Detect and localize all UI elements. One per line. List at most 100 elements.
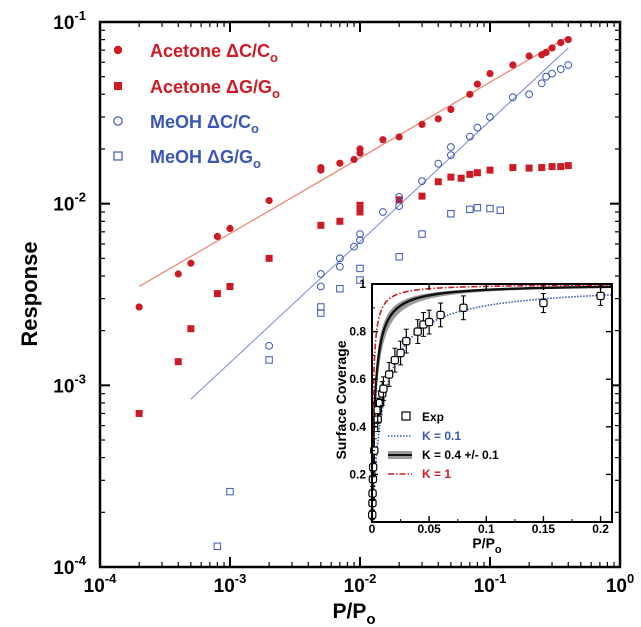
main-tick-labels: 10-4 10-3 10-2 10-1 100 10-4 10-3 10-2 10-1 (53, 8, 634, 597)
inset-exp-point (459, 295, 468, 321)
legend-marker-acetone-dg (114, 82, 122, 90)
inset-background (372, 284, 612, 522)
data-point (395, 192, 404, 201)
data-point (525, 90, 534, 99)
data-point (265, 341, 274, 350)
inset-exp-point (424, 309, 434, 335)
data-point (486, 113, 494, 121)
inset-x-tick-label: 0.1 (478, 522, 495, 536)
inset-y-axis-label: Surface Coverage (333, 340, 349, 459)
data-point (226, 487, 234, 496)
data-point (473, 169, 481, 177)
data-point (379, 136, 387, 144)
x-tick-label: 10-4 (84, 571, 117, 597)
inset-y-tick-label: 0.8 (349, 325, 366, 339)
legend-label-acetone-dg: Acetone ΔG/Go (150, 77, 280, 101)
data-point (548, 69, 556, 78)
data-point (509, 61, 517, 69)
inset-legend-marker-exp (401, 411, 411, 421)
data-point (395, 253, 403, 261)
data-point (564, 162, 572, 170)
inset-y-tick-label: 1 (359, 277, 366, 291)
data-point (213, 542, 222, 551)
main-y-axis-label: Response (17, 241, 42, 346)
y-tick-label: 10-3 (53, 371, 86, 397)
data-point (542, 48, 550, 57)
data-point (356, 276, 364, 284)
x-tick-label: 100 (606, 571, 634, 597)
inset-x-tick-label: 0.05 (417, 522, 441, 536)
data-point (395, 202, 404, 210)
legend-label-acetone-dc: Acetone ΔC/Co (150, 41, 278, 65)
legend-label-meoh-dc: MeOH ΔC/Co (150, 112, 259, 136)
inset-exp-point (402, 328, 411, 354)
data-point (265, 254, 273, 262)
data-point (465, 132, 474, 141)
y-tick-label: 10-4 (53, 553, 86, 579)
data-point (457, 174, 465, 182)
data-point (557, 163, 565, 171)
data-point (447, 105, 455, 114)
data-point (395, 133, 403, 141)
data-point (336, 217, 344, 225)
inset-curve-3 (371, 284, 613, 523)
data-point (226, 282, 234, 290)
data-point (525, 164, 533, 172)
data-point (213, 290, 221, 298)
data-point (356, 201, 364, 209)
data-point (265, 196, 273, 205)
data-point (557, 39, 565, 47)
data-point (466, 90, 474, 98)
series-4 (213, 204, 504, 551)
inset-curve-2 (370, 285, 613, 523)
data-point (548, 44, 556, 52)
data-point (447, 210, 455, 218)
data-point (538, 164, 546, 172)
data-point (335, 254, 344, 263)
data-point (434, 178, 442, 186)
inset-y-tick-label: 0.4 (349, 420, 366, 434)
data-point (356, 236, 364, 245)
data-point (174, 270, 182, 278)
inset-tick-labels: 0 0.05 0.1 0.15 0.2 0.2 0.4 0.6 0.8 1 (349, 277, 609, 536)
fit-line-2 (190, 47, 569, 400)
legend-label-meoh-dg: MeOH ΔG/Go (150, 147, 261, 171)
data-point (434, 115, 442, 123)
data-point (486, 166, 494, 174)
data-point (135, 409, 143, 417)
inset-legend-label-k04: K = 0.4 +/- 0.1 (422, 448, 499, 462)
data-point (564, 61, 573, 69)
data-point (466, 170, 474, 178)
inset-exp-point (539, 293, 548, 314)
series-1 (135, 36, 572, 311)
inset-exp-point (390, 347, 400, 373)
data-point (473, 204, 482, 212)
data-point (418, 230, 426, 238)
series-3 (265, 61, 573, 350)
data-point (509, 164, 517, 172)
inset-y-tick-label: 0.2 (349, 467, 366, 481)
inset-x-tick-label: 0.15 (532, 522, 556, 536)
inset-exp-point (396, 340, 405, 366)
x-tick-label: 10-3 (214, 571, 247, 597)
data-point (336, 285, 344, 293)
legend-marker-acetone-dc (113, 45, 123, 55)
inset-exp-point (419, 312, 428, 337)
data-point (356, 230, 364, 238)
legend-marker-meoh-dg (113, 151, 123, 161)
data-point (473, 80, 482, 88)
data-point (496, 206, 504, 214)
y-tick-label: 10-2 (53, 190, 86, 216)
data-point (174, 358, 182, 366)
data-point (525, 52, 533, 60)
data-point (187, 259, 195, 267)
inset-x-tick-label: 0 (369, 522, 376, 536)
main-axis-ticks (99, 22, 620, 568)
data-point (356, 208, 364, 216)
data-point (548, 163, 556, 171)
data-point (317, 303, 325, 311)
data-point (350, 242, 358, 251)
inset-x-axis-label: P/Po (472, 535, 502, 556)
data-point (317, 221, 325, 229)
data-point (556, 65, 565, 74)
